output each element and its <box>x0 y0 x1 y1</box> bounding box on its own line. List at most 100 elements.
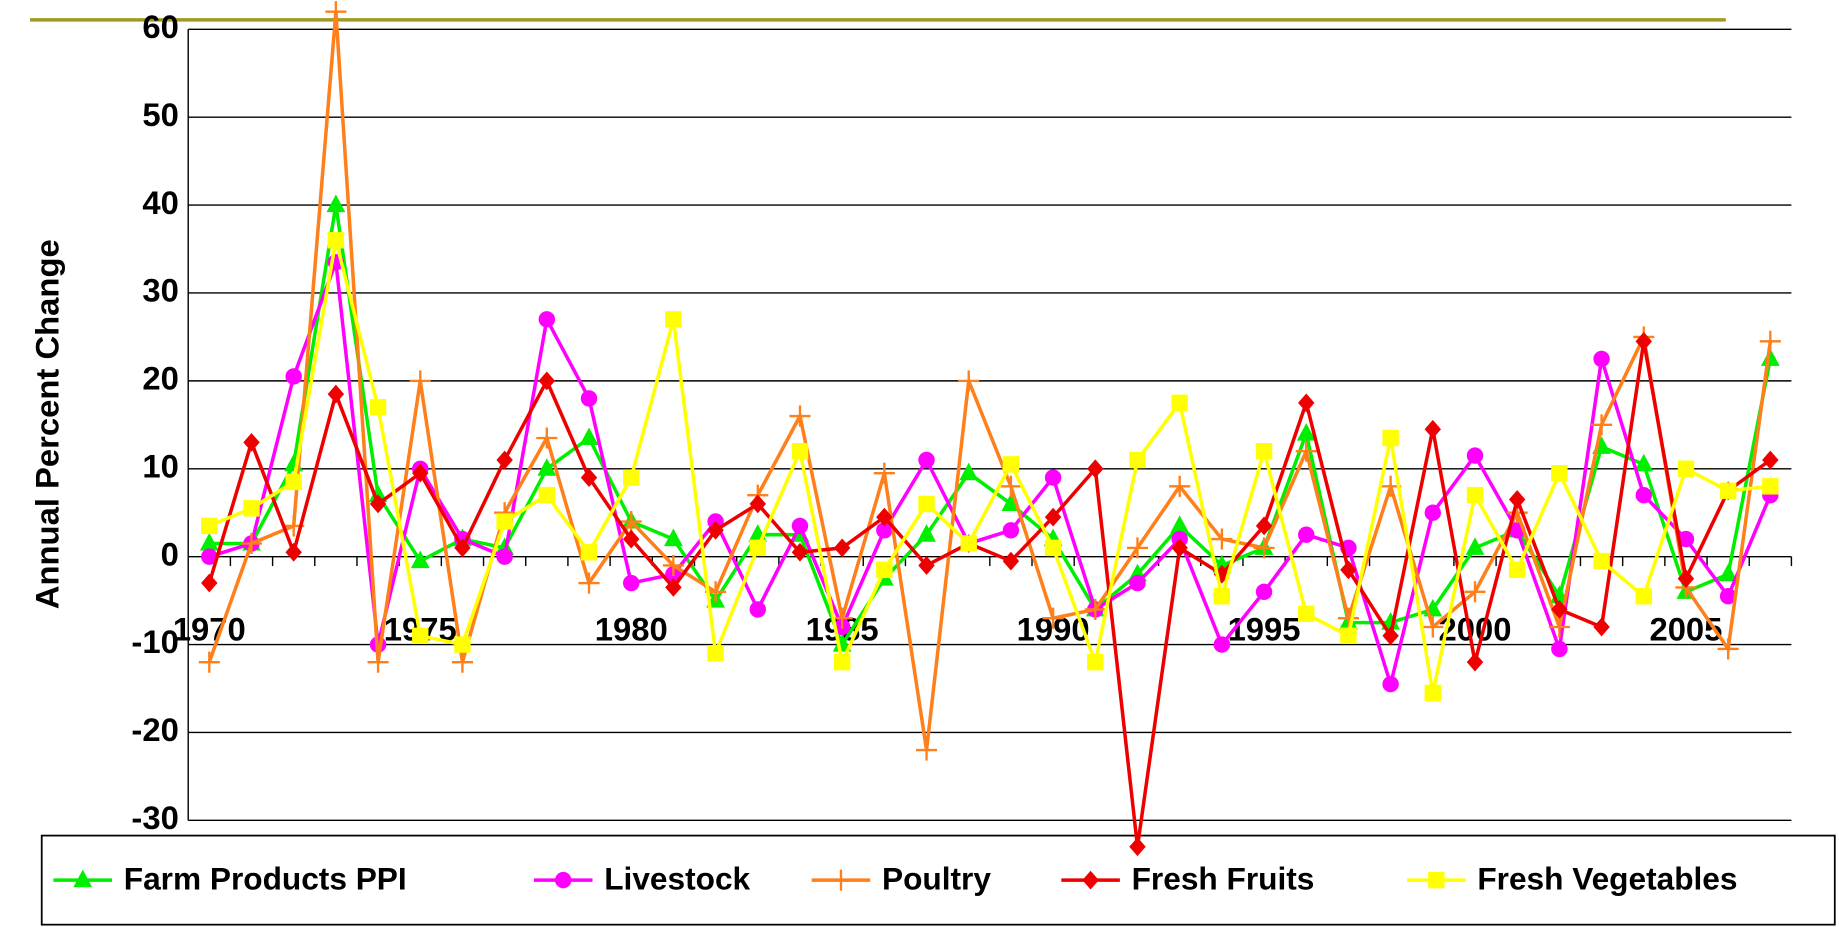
data-point <box>1171 538 1188 558</box>
data-point <box>662 554 684 577</box>
data-point <box>707 645 724 662</box>
data-point <box>369 399 387 416</box>
data-point <box>1593 552 1610 570</box>
data-point <box>749 539 766 557</box>
data-point <box>1551 600 1568 619</box>
data-point <box>873 462 895 484</box>
x-tick-label: 2005 <box>1649 610 1722 647</box>
data-point <box>538 311 556 328</box>
data-point <box>454 636 471 653</box>
data-point <box>1169 475 1191 497</box>
data-point <box>454 538 471 558</box>
legend <box>40 834 1836 926</box>
data-point <box>1548 616 1570 638</box>
data-point <box>451 651 473 673</box>
data-point <box>1340 560 1357 580</box>
data-point <box>368 484 388 503</box>
data-point <box>1298 393 1315 413</box>
data-point <box>1508 490 1526 509</box>
series-line <box>208 239 1771 694</box>
data-point <box>917 524 936 542</box>
data-point <box>538 486 556 504</box>
data-point <box>1382 675 1399 693</box>
data-point <box>1129 574 1146 592</box>
data-point <box>1042 607 1064 629</box>
y-tick-label: -30 <box>131 799 178 836</box>
data-point <box>1634 453 1654 472</box>
y-tick-label: -10 <box>131 623 178 660</box>
data-point <box>1296 423 1316 441</box>
data-point <box>665 311 682 328</box>
data-point <box>620 510 642 533</box>
data-point <box>1298 526 1315 543</box>
data-point <box>1424 419 1442 439</box>
data-point <box>1424 504 1442 521</box>
data-point <box>1508 561 1526 579</box>
data-point <box>623 529 640 549</box>
data-point <box>1466 486 1484 504</box>
legend-label: Farm Products PPI <box>124 861 407 897</box>
data-point <box>1677 569 1695 589</box>
data-point <box>749 601 766 618</box>
data-point <box>1422 616 1444 638</box>
data-point <box>243 500 260 517</box>
data-point <box>918 495 935 513</box>
data-point <box>285 473 302 491</box>
data-point <box>1762 450 1779 470</box>
data-point <box>410 550 430 569</box>
data-point <box>409 370 431 392</box>
data-point <box>243 433 260 452</box>
data-point <box>537 458 557 476</box>
data-point <box>1129 451 1146 469</box>
data-point <box>1677 530 1695 548</box>
data-point <box>1424 684 1442 702</box>
data-point <box>536 427 558 449</box>
data-point <box>1551 640 1568 658</box>
data-point <box>201 548 218 565</box>
data-point <box>789 405 811 427</box>
data-point <box>1087 459 1104 479</box>
y-tick-label: 40 <box>142 184 178 221</box>
data-point <box>285 542 302 562</box>
data-point <box>1718 563 1738 582</box>
data-point <box>915 739 938 761</box>
data-point <box>1719 482 1737 499</box>
data-point <box>1171 394 1188 412</box>
data-point <box>326 194 346 213</box>
data-point <box>1002 522 1020 539</box>
data-point <box>412 627 429 644</box>
data-point <box>1465 537 1485 555</box>
data-point <box>199 532 219 551</box>
x-tick-label: 1980 <box>595 610 668 647</box>
data-point <box>1717 638 1739 660</box>
legend-label: Livestock <box>604 861 750 897</box>
data-point <box>496 450 513 470</box>
data-point <box>201 573 218 593</box>
legend-marker <box>830 869 852 891</box>
data-point <box>1126 537 1149 559</box>
legend-marker <box>1082 870 1099 890</box>
data-point <box>791 442 809 460</box>
data-point <box>1000 475 1022 497</box>
data-point <box>1677 460 1695 477</box>
data-point <box>1213 636 1231 653</box>
data-point <box>1464 581 1486 603</box>
data-point <box>1337 607 1359 629</box>
data-point <box>1591 414 1613 436</box>
data-point <box>412 463 429 483</box>
data-point <box>1298 605 1315 623</box>
data-point <box>664 528 683 547</box>
data-point <box>1087 653 1104 671</box>
y-tick-label: -20 <box>131 711 178 748</box>
data-point <box>1084 598 1106 620</box>
data-point <box>240 532 263 555</box>
data-point <box>285 368 302 385</box>
data-point <box>1382 429 1399 447</box>
data-point <box>958 370 980 392</box>
data-point <box>579 427 599 446</box>
data-point <box>1295 440 1317 462</box>
data-point <box>580 390 598 407</box>
data-point <box>1044 539 1062 557</box>
data-point <box>833 538 851 558</box>
data-point <box>623 574 640 592</box>
